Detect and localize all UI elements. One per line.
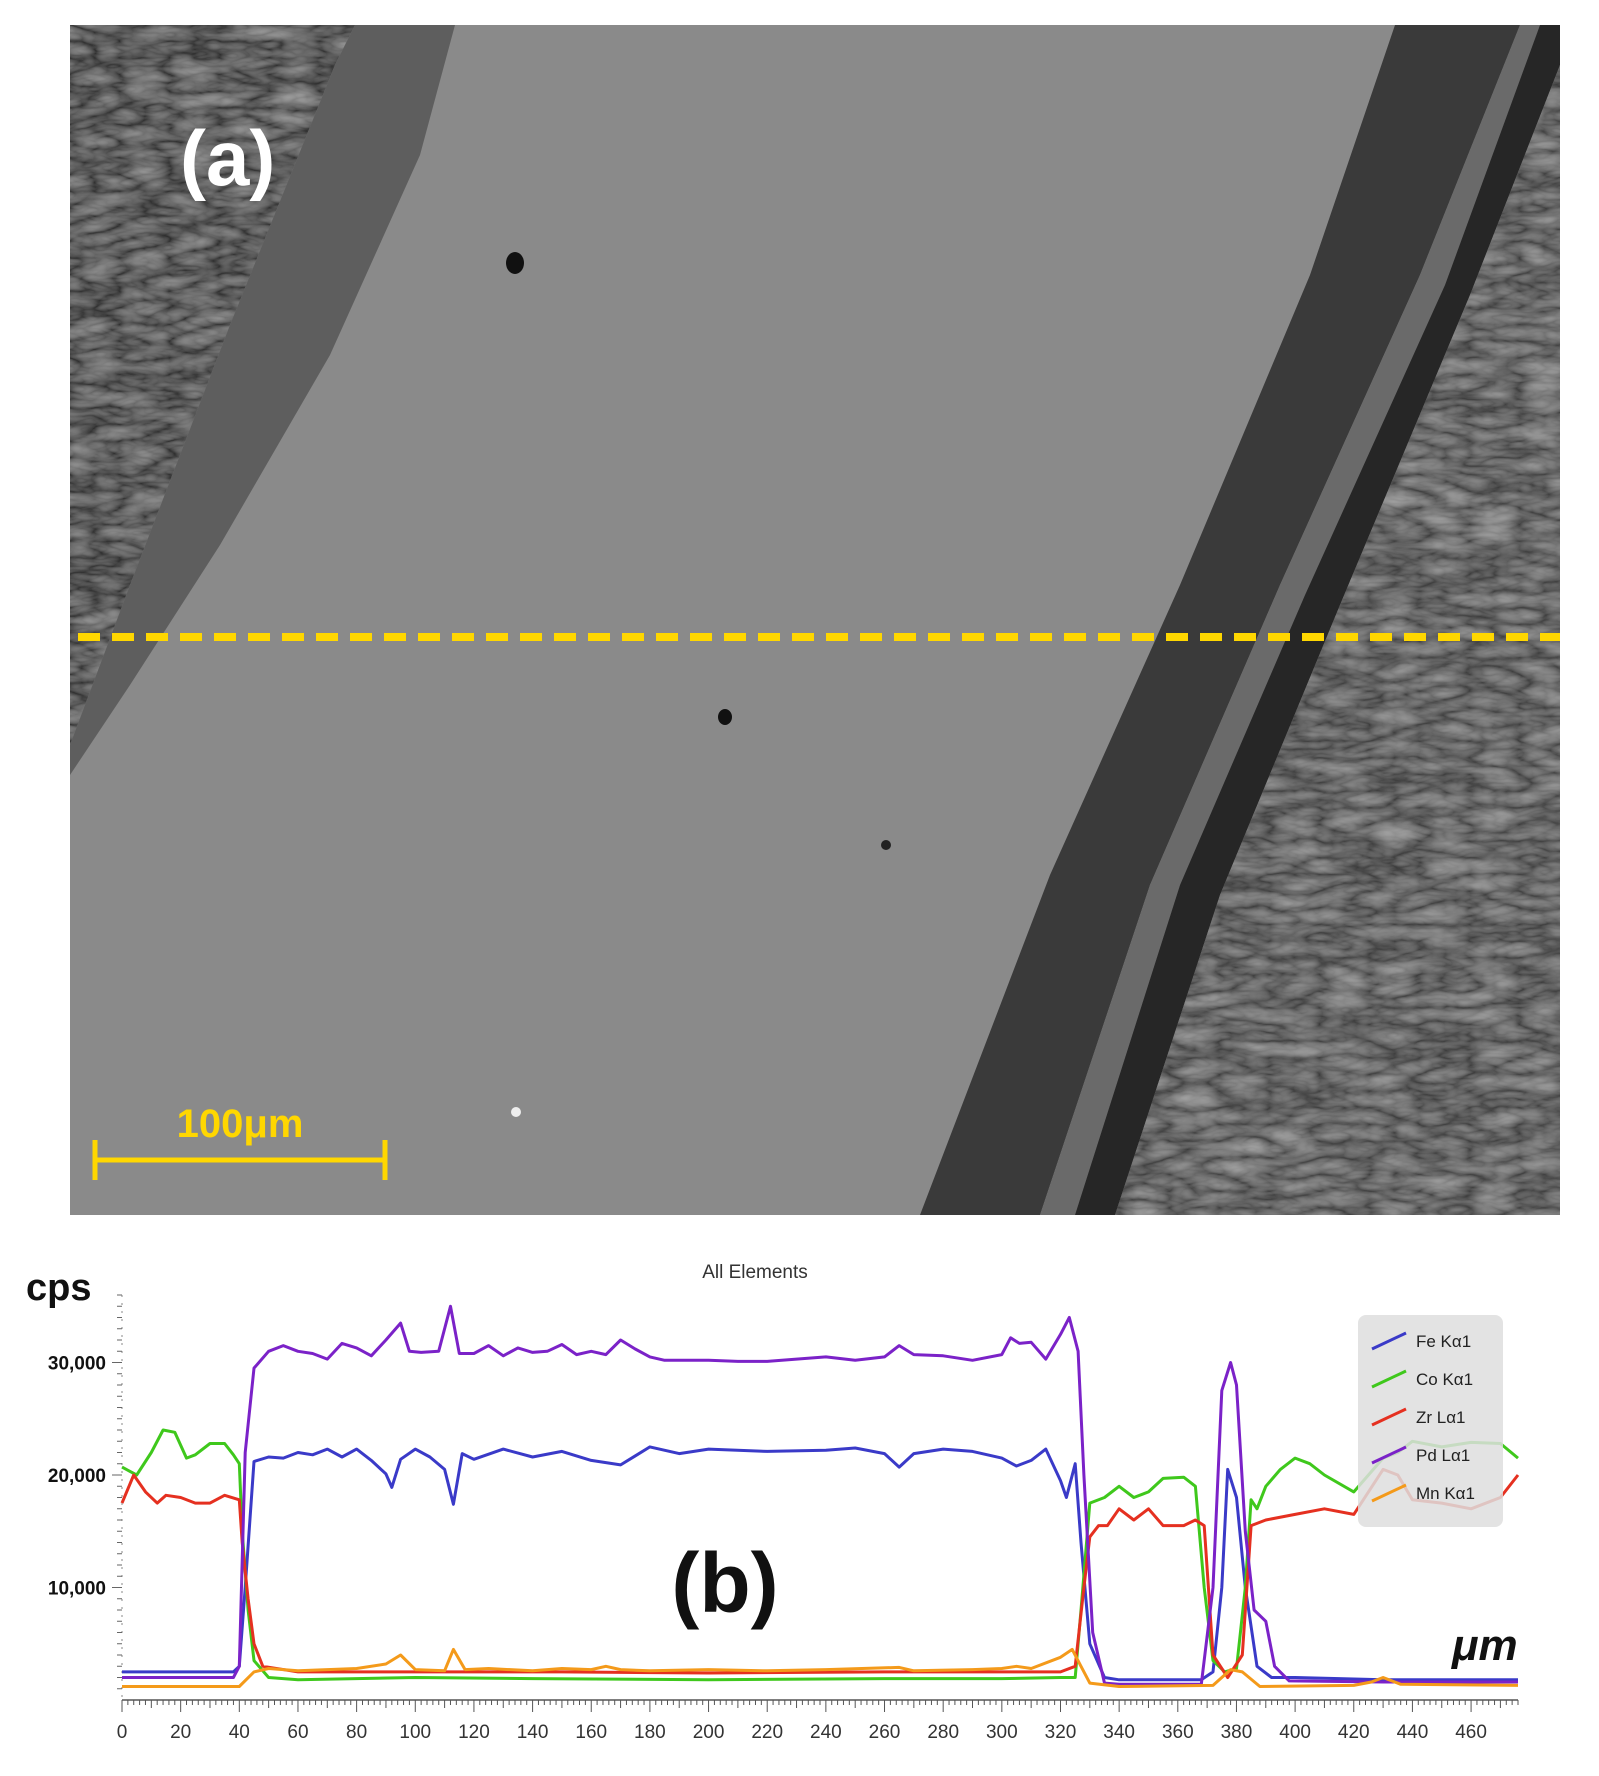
series-line-pd xyxy=(122,1304,1518,1686)
x-tick-label: 40 xyxy=(229,1722,250,1743)
x-tick-label: 420 xyxy=(1338,1722,1370,1743)
right-outer-band xyxy=(1075,25,1560,1215)
x-tick-label: 100 xyxy=(399,1722,431,1743)
series-line-fe xyxy=(122,1445,1518,1682)
series-line-co xyxy=(121,1428,1519,1682)
legend-label: Co Kα1 xyxy=(1416,1370,1473,1389)
legend: Fe Kα1 Co Kα1 Zr Lα1 Pd Lα1 Mn Kα1 xyxy=(1358,1315,1503,1527)
x-tick-label: 160 xyxy=(575,1722,607,1743)
y-tick-label: 30,000 xyxy=(48,1354,106,1375)
pore-dot xyxy=(881,840,891,850)
legend-swatch xyxy=(1371,1483,1407,1503)
legend-swatch xyxy=(1371,1369,1407,1389)
x-tick-label: 300 xyxy=(986,1722,1018,1743)
x-tick-label: 180 xyxy=(634,1722,666,1743)
x-tick-label: 320 xyxy=(1045,1722,1077,1743)
scale-bar: 100μm xyxy=(92,1102,388,1180)
legend-swatch xyxy=(1371,1445,1407,1465)
x-tick-label: 400 xyxy=(1279,1722,1311,1743)
right-dark-band xyxy=(920,25,1520,1215)
x-unit-label: μm xyxy=(1450,1621,1518,1670)
x-tick-label: 440 xyxy=(1397,1722,1429,1743)
right-thin-layer xyxy=(1040,25,1540,1215)
left-dark-band xyxy=(70,25,455,775)
y-unit-label: cps xyxy=(26,1267,91,1309)
legend-label: Mn Kα1 xyxy=(1416,1484,1475,1503)
x-tick-label: 260 xyxy=(869,1722,901,1743)
pore-dot xyxy=(506,252,524,274)
axes: 0 20 40 60 80 100 120 140 160 180 200 220 240 260 280 3… xyxy=(48,1294,1519,1743)
x-tick-label: 280 xyxy=(927,1722,959,1743)
legend-label: Fe Kα1 xyxy=(1416,1332,1471,1351)
x-tick-label: 80 xyxy=(346,1722,367,1743)
pore-dots xyxy=(506,252,891,1117)
x-tick-label: 60 xyxy=(287,1722,308,1743)
legend-label: Zr Lα1 xyxy=(1416,1408,1466,1427)
y-tick-label: 20,000 xyxy=(48,1466,106,1487)
legend-swatch xyxy=(1371,1407,1407,1427)
legend-box xyxy=(1358,1315,1503,1527)
x-tick-label: 340 xyxy=(1103,1722,1135,1743)
x-tick-label: 240 xyxy=(810,1722,842,1743)
x-tick-label: 20 xyxy=(170,1722,191,1743)
line-scan-chart: All Elements cps μm (b) 0 20 40 60 80 100 120 1… xyxy=(26,1262,1520,1743)
chart-title: All Elements xyxy=(702,1262,808,1283)
pore-dot xyxy=(511,1107,521,1117)
left-rough-region xyxy=(70,25,355,745)
sem-micrograph: 100μm (a) xyxy=(70,25,1560,1215)
panel-b-label: (b) xyxy=(671,1536,778,1630)
y-tick-label: 10,000 xyxy=(48,1579,106,1600)
x-tick-label: 120 xyxy=(458,1722,490,1743)
x-tick-label: 200 xyxy=(693,1722,725,1743)
series-line-zr xyxy=(120,1467,1520,1679)
legend-label: Pd Lα1 xyxy=(1416,1446,1470,1465)
series-line-mn xyxy=(122,1647,1519,1688)
x-tick-label: 460 xyxy=(1455,1722,1487,1743)
x-tick-label: 380 xyxy=(1221,1722,1253,1743)
x-tick-label: 220 xyxy=(751,1722,783,1743)
x-tick-label: 140 xyxy=(517,1722,549,1743)
legend-swatch xyxy=(1371,1331,1407,1351)
series-lines xyxy=(120,1304,1520,1688)
x-tick-label: 0 xyxy=(117,1722,128,1743)
panel-a-label: (a) xyxy=(180,114,275,202)
scale-bar-label: 100μm xyxy=(177,1102,304,1146)
x-tick-label: 360 xyxy=(1162,1722,1194,1743)
pore-dot xyxy=(718,709,732,725)
